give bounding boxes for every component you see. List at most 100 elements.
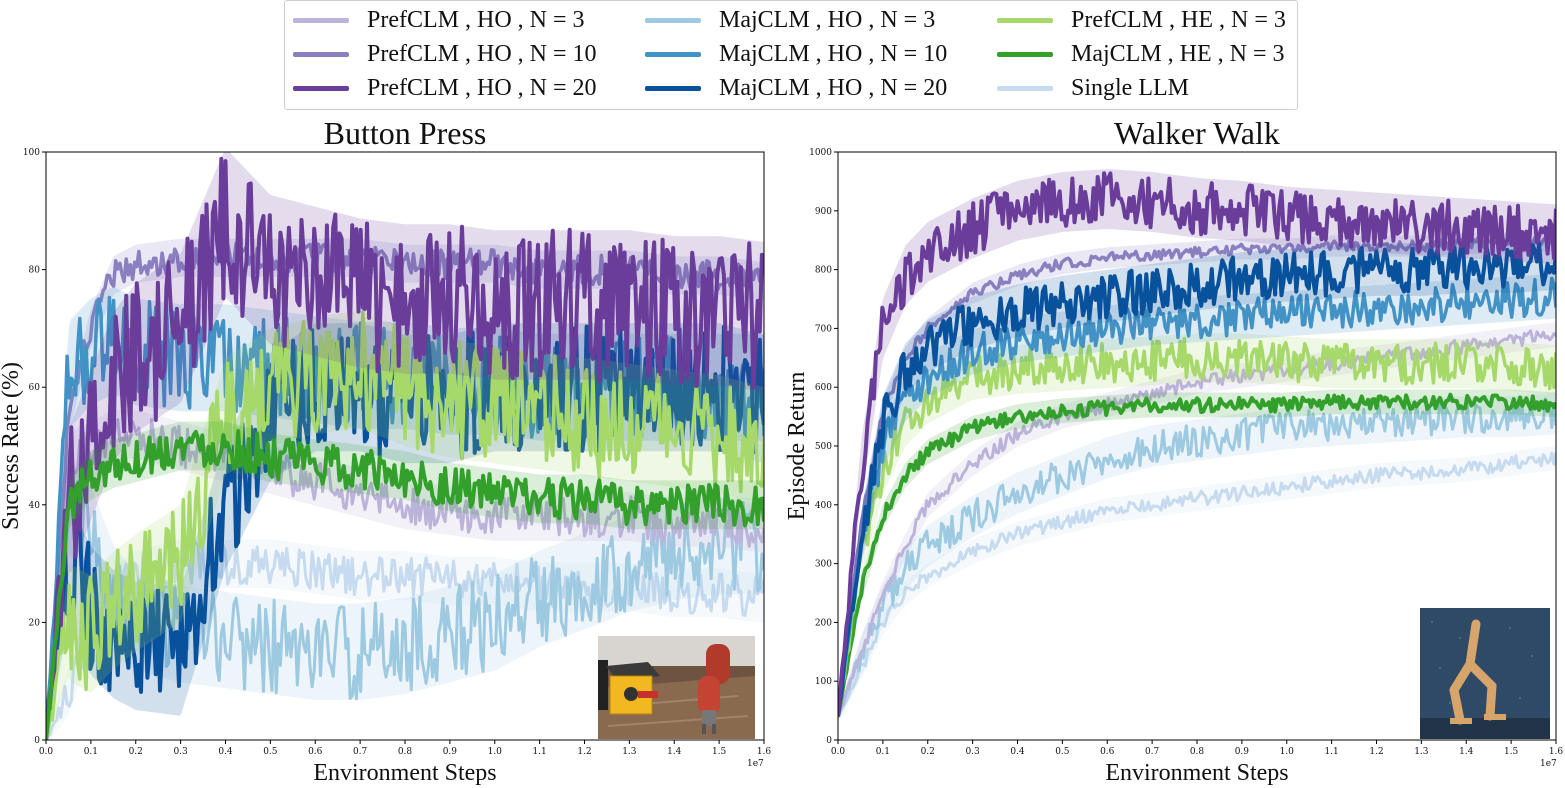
legend-label: Single LLM bbox=[1071, 74, 1189, 101]
legend: PrefCLM , HO , N = 3 PrefCLM , HO , N = … bbox=[284, 0, 1298, 110]
x-tick-label: 1.1 bbox=[532, 747, 546, 757]
y-axis-label: Episode Return bbox=[784, 372, 810, 521]
legend-label: MajCLM , HO , N = 20 bbox=[719, 74, 948, 101]
y-tick-label: 200 bbox=[815, 618, 832, 628]
legend-swatch bbox=[997, 85, 1053, 91]
series-band bbox=[46, 460, 764, 740]
legend-swatch bbox=[645, 51, 701, 57]
legend-swatch bbox=[645, 85, 701, 91]
legend-item: MajCLM , HO , N = 10 bbox=[645, 39, 947, 69]
series-line bbox=[838, 392, 1556, 717]
legend-label: MajCLM , HE , N = 3 bbox=[1071, 40, 1285, 67]
chart-button-press: Button Press 0.0 0.1 0.2 0.3 0.4 0.5 0.6 0.7 0.8… bbox=[0, 115, 771, 786]
legend-label: MajCLM , HO , N = 3 bbox=[719, 6, 936, 33]
series-line bbox=[46, 156, 764, 740]
y-tick-label: 1000 bbox=[809, 148, 832, 158]
x-tick-label: 0.0 bbox=[831, 747, 846, 757]
legend-swatch bbox=[293, 85, 349, 91]
x-tick-label: 0.4 bbox=[1010, 747, 1025, 757]
legend-label: MajCLM , HO , N = 10 bbox=[719, 40, 948, 67]
x-tick-label: 1.4 bbox=[667, 747, 682, 757]
series-line bbox=[838, 171, 1556, 717]
series-line bbox=[838, 451, 1556, 718]
y-tick-label: 0 bbox=[826, 736, 832, 746]
y-tick-label: 60 bbox=[29, 383, 41, 393]
series-line bbox=[838, 336, 1556, 717]
y-tick-label: 100 bbox=[23, 148, 40, 158]
x-tick-label: 0.6 bbox=[308, 747, 323, 757]
x-tick-label: 0.9 bbox=[443, 747, 458, 757]
x-tick-label: 0.1 bbox=[876, 747, 890, 757]
series-line bbox=[838, 397, 1556, 718]
x-axis-label: Environment Steps bbox=[1105, 760, 1288, 786]
series-band bbox=[838, 237, 1556, 723]
legend-label: PrefCLM , HO , N = 3 bbox=[367, 6, 585, 33]
y-tick-label: 300 bbox=[815, 560, 832, 570]
chart-title: Button Press bbox=[324, 115, 487, 151]
legend-label: PrefCLM , HO , N = 20 bbox=[367, 74, 597, 101]
y-axis-label: Success Rate (%) bbox=[0, 362, 24, 530]
robot-arm-button-scene bbox=[598, 636, 755, 739]
y-tick-label: 700 bbox=[815, 324, 832, 334]
y-tick-label: 40 bbox=[29, 501, 41, 511]
x-tick-label: 1.2 bbox=[1369, 747, 1383, 757]
x-tick-label: 0.5 bbox=[263, 747, 278, 757]
y-tick-label: 20 bbox=[29, 618, 41, 628]
series-line bbox=[838, 276, 1556, 717]
y-tick-label: 100 bbox=[815, 677, 832, 687]
legend-item: MajCLM , HO , N = 3 bbox=[645, 5, 935, 35]
x-tick-label: 0.3 bbox=[173, 747, 188, 757]
x-tick-label: 0.4 bbox=[218, 747, 233, 757]
series-line bbox=[46, 429, 764, 740]
x-tick-label: 1.0 bbox=[488, 747, 503, 757]
x-tick-label: 0.6 bbox=[1100, 747, 1115, 757]
series-band bbox=[838, 273, 1556, 723]
series-band bbox=[838, 393, 1556, 723]
x-tick-label: 1.1 bbox=[1324, 747, 1338, 757]
legend-item: PrefCLM , HO , N = 10 bbox=[293, 39, 597, 69]
legend-swatch bbox=[645, 17, 701, 23]
series-line bbox=[46, 466, 764, 740]
x-tick-label: 1.2 bbox=[577, 747, 591, 757]
y-tick-label: 0 bbox=[34, 736, 40, 746]
x-tick-label: 1.6 bbox=[1549, 747, 1564, 757]
x-tick-label: 0.0 bbox=[39, 747, 54, 757]
legend-swatch bbox=[997, 17, 1053, 23]
y-tick-label: 900 bbox=[815, 207, 832, 217]
legend-swatch bbox=[293, 51, 349, 57]
x-axis-label: Environment Steps bbox=[313, 760, 496, 786]
legend-item: MajCLM , HE , N = 3 bbox=[997, 39, 1285, 69]
chart-walker-walk: Walker Walk 0.0 0.1 0.2 0.3 0.4 0.5 0.6 0.7 0.8 0… bbox=[784, 115, 1563, 786]
x-tick-label: 0.3 bbox=[965, 747, 980, 757]
x-tick-label: 0.5 bbox=[1055, 747, 1070, 757]
legend-item: PrefCLM , HO , N = 20 bbox=[293, 73, 597, 103]
walker-robot-scene bbox=[1420, 608, 1550, 739]
legend-item: Single LLM bbox=[997, 73, 1189, 103]
x-tick-label: 0.8 bbox=[1190, 747, 1205, 757]
x-tick-label: 1.0 bbox=[1280, 747, 1295, 757]
legend-item: MajCLM , HO , N = 20 bbox=[645, 73, 947, 103]
legend-label: PrefCLM , HE , N = 3 bbox=[1071, 6, 1286, 33]
series-band bbox=[838, 445, 1556, 723]
series-band bbox=[46, 152, 764, 740]
legend-item: PrefCLM , HO , N = 3 bbox=[293, 5, 585, 35]
legend-swatch bbox=[997, 51, 1053, 57]
x-tick-label: 0.8 bbox=[398, 747, 413, 757]
y-tick-label: 600 bbox=[815, 383, 832, 393]
legend-label: PrefCLM , HO , N = 10 bbox=[367, 40, 597, 67]
x-tick-label: 0.1 bbox=[84, 747, 98, 757]
x-tick-label: 0.2 bbox=[129, 747, 143, 757]
x-offset-label: 1e7 bbox=[1540, 759, 1557, 769]
y-tick-label: 80 bbox=[29, 266, 41, 276]
x-tick-label: 1.3 bbox=[1414, 747, 1429, 757]
series-line bbox=[46, 541, 764, 740]
x-tick-label: 1.3 bbox=[622, 747, 637, 757]
series-line bbox=[46, 310, 764, 740]
x-tick-label: 1.5 bbox=[712, 747, 727, 757]
x-tick-label: 1.4 bbox=[1459, 747, 1474, 757]
y-tick-label: 500 bbox=[815, 442, 832, 452]
legend-swatch bbox=[293, 17, 349, 23]
y-tick-label: 400 bbox=[815, 501, 832, 511]
x-tick-label: 1.6 bbox=[757, 747, 772, 757]
